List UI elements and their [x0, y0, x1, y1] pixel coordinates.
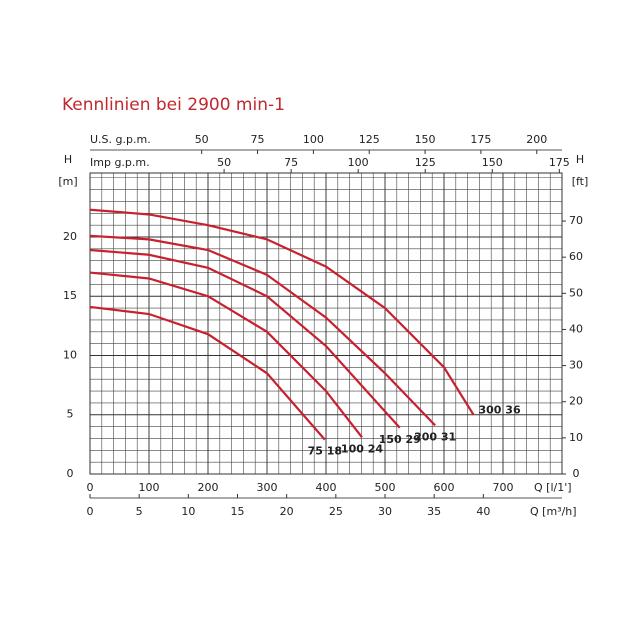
curve-label: 200 31 — [414, 430, 456, 443]
y2-tick-label: 40 — [569, 322, 583, 335]
x-tick-label: 500 — [375, 481, 396, 494]
pump-curve — [89, 305, 326, 441]
top-axis-label: Imp g.p.m. — [90, 156, 150, 169]
x2-tick-label: 40 — [476, 505, 490, 518]
y2-tick-label: 60 — [569, 250, 583, 263]
x3-tick-label: 200 — [526, 133, 547, 146]
x-axis-label: Q [l/1'] — [534, 481, 572, 494]
x2-tick-label: 25 — [329, 505, 343, 518]
x-tick-label: 200 — [198, 481, 219, 494]
top-axis-label: U.S. g.p.m. — [90, 133, 151, 146]
x4-tick-label: 125 — [415, 156, 436, 169]
y2-tick-label: 70 — [569, 214, 583, 227]
x3-tick-label: 125 — [359, 133, 380, 146]
y2-tick-label: 50 — [569, 286, 583, 299]
y-tick-label: 10 — [63, 348, 77, 361]
chart-title: Kennlinien bei 2900 min-1 — [62, 95, 285, 115]
x-tick-label: 0 — [87, 481, 94, 494]
x-tick-label: 400 — [316, 481, 337, 494]
x4-tick-label: 175 — [549, 156, 570, 169]
x-tick-label: 300 — [257, 481, 278, 494]
x2-tick-label: 35 — [427, 505, 441, 518]
x-tick-label: 100 — [139, 481, 160, 494]
x-tick-label: 700 — [493, 481, 514, 494]
curve-label: 75 18 — [308, 445, 342, 458]
y2-axis-label: H — [576, 153, 584, 166]
x2-tick-label: 0 — [87, 505, 94, 518]
pump-curve — [89, 271, 363, 438]
y-tick-label: 5 — [67, 408, 74, 421]
x3-tick-label: 50 — [195, 133, 209, 146]
curve-label: 300 36 — [479, 404, 521, 417]
y-axis-label: H — [64, 153, 72, 166]
y2-tick-label: 30 — [569, 359, 583, 372]
y2-tick-label: 10 — [569, 431, 583, 444]
x4-tick-label: 100 — [348, 156, 369, 169]
x2-tick-label: 15 — [231, 505, 245, 518]
x4-tick-label: 150 — [482, 156, 503, 169]
y2-tick-label: 0 — [573, 467, 580, 480]
x2-tick-label: 20 — [280, 505, 294, 518]
y-axis-unit: [m] — [58, 175, 77, 188]
x4-tick-label: 50 — [217, 156, 231, 169]
x3-tick-label: 175 — [470, 133, 491, 146]
curve-label: 150 29 — [379, 433, 421, 446]
x4-tick-label: 75 — [284, 156, 298, 169]
y2-axis-unit: [ft] — [572, 175, 589, 188]
x-tick-label: 600 — [434, 481, 455, 494]
curve-label: 100 24 — [341, 442, 383, 455]
pump-curve — [89, 248, 401, 429]
x2-tick-label: 30 — [378, 505, 392, 518]
y-tick-label: 15 — [63, 289, 77, 302]
x3-tick-label: 75 — [251, 133, 265, 146]
x3-tick-label: 150 — [415, 133, 436, 146]
x2-tick-label: 5 — [136, 505, 143, 518]
x3-tick-label: 100 — [303, 133, 324, 146]
pump-curve — [89, 234, 436, 427]
y-tick-label: 20 — [63, 230, 77, 243]
y2-tick-label: 20 — [569, 395, 583, 408]
x2-tick-label: 10 — [181, 505, 195, 518]
x2-axis-label: Q [m³/h] — [530, 505, 577, 518]
pump-curve — [89, 208, 475, 416]
y-tick-label: 0 — [67, 467, 74, 480]
